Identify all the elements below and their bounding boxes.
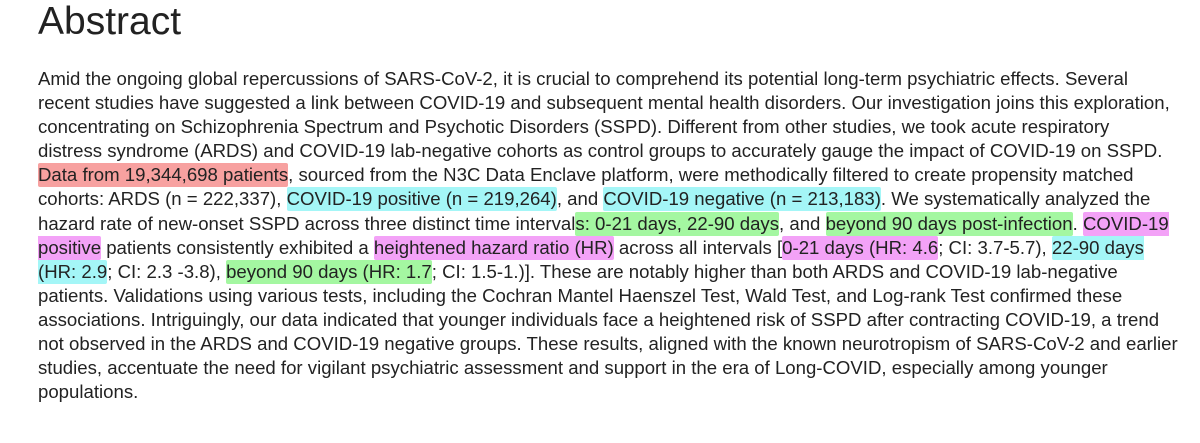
abstract-text: . We systematically analyzed the hazard … [38, 188, 1151, 234]
abstract-text: , and [779, 212, 826, 234]
abstract-text: across all intervals [ [613, 236, 783, 258]
highlight-hr-0-21-days: 0-21 days (HR: 4.6 [782, 235, 939, 260]
highlight-covid-negative-cohort: COVID-19 negative (n = 213,183) [603, 187, 881, 212]
abstract-text: ; CI: 3.7-5.7), [938, 236, 1052, 258]
highlight-hr-beyond-90-days: beyond 90 days (HR: 1.7 [226, 259, 432, 284]
abstract-text: Amid the ongoing global repercussions of… [38, 68, 1170, 162]
highlight-beyond-90-days: beyond 90 days post-infection [825, 211, 1073, 236]
abstract-text: ; CI: 1.5-1.)]. These are notably higher… [38, 260, 1178, 403]
highlight-hazard-ratio: heightened hazard ratio (HR) [373, 235, 614, 260]
abstract-text: patients consistently exhibited a [101, 236, 374, 258]
abstract-text: , and [556, 188, 604, 210]
highlight-time-intervals: s: 0-21 days, 22-90 days [575, 211, 780, 236]
highlight-covid-positive-cohort: COVID-19 positive (n = 219,264) [286, 187, 557, 212]
abstract-heading: Abstract [38, 0, 182, 43]
abstract-text: ; CI: 2.3 -3.8), [107, 260, 227, 282]
abstract-text: , sourced from the N3C Data Enclave plat… [38, 164, 1134, 210]
abstract-text: . [1072, 212, 1083, 234]
highlight-total-patients: Data from 19,344,698 patients [38, 163, 289, 188]
abstract-body: Amid the ongoing global repercussions of… [38, 67, 1178, 404]
